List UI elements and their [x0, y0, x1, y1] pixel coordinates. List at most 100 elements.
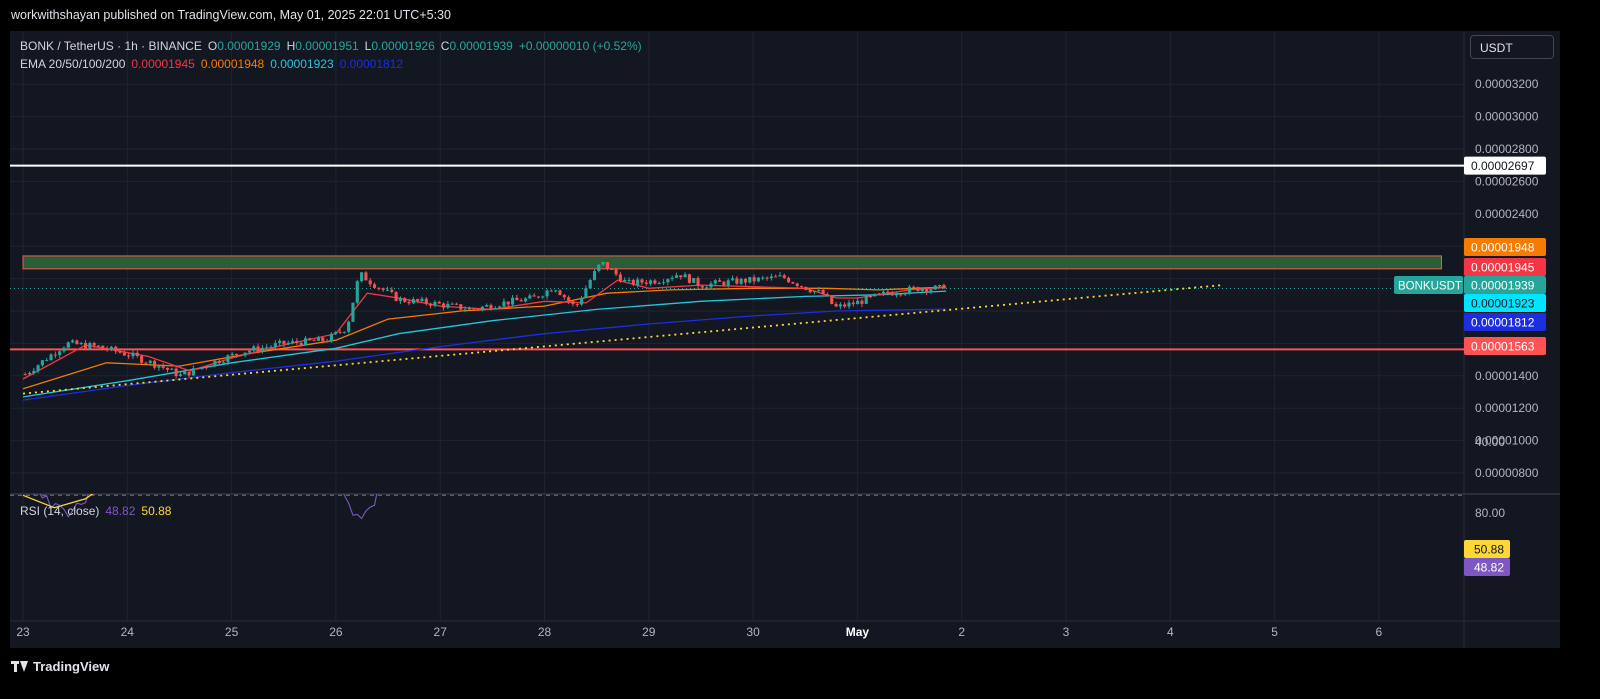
candle-body [476, 309, 480, 311]
candle-body [140, 355, 144, 363]
rsi-ma-value: 50.88 [141, 504, 172, 518]
candle-body [40, 360, 44, 366]
candle [118, 349, 122, 354]
time-tick-label: May [846, 625, 870, 639]
price-tag-label: 0.00002697 [1471, 159, 1535, 173]
candle-body [929, 289, 933, 292]
candle [890, 290, 894, 296]
candle [575, 303, 579, 307]
candle-body [424, 298, 428, 304]
candle-body [329, 333, 333, 342]
candle-body [109, 346, 113, 350]
candle-body [416, 299, 420, 301]
candle-body [726, 280, 730, 286]
candle-body [894, 294, 899, 296]
price-tick-label: 0.00001000 [1475, 434, 1539, 448]
candle [398, 296, 402, 305]
candle [403, 297, 407, 303]
candle-body [670, 277, 674, 280]
candle-body [864, 296, 868, 304]
candle-body [588, 279, 592, 289]
candle [32, 368, 36, 375]
legend-high: 0.00001951 [295, 39, 359, 53]
tradingview-logo[interactable]: TradingView [11, 659, 109, 674]
candle-body [334, 331, 338, 334]
candle-body [769, 276, 773, 279]
candle-body [912, 286, 916, 288]
candle-body [144, 362, 148, 364]
candle [722, 280, 726, 287]
legend-open: 0.00001929 [217, 39, 281, 53]
candle [273, 340, 277, 349]
candle [472, 307, 476, 311]
candle-body [881, 291, 886, 294]
candle [135, 350, 139, 358]
chart-frame[interactable] [10, 31, 1464, 648]
candle [864, 295, 868, 305]
candle-body [148, 360, 152, 363]
candle [567, 295, 571, 305]
candle-body [157, 366, 161, 368]
candle [523, 297, 528, 303]
candle-body [821, 290, 825, 295]
time-tick-label: 28 [538, 625, 552, 639]
candle [769, 273, 773, 281]
candle-body [472, 308, 476, 310]
candle [743, 277, 748, 286]
price-tag-bg [1464, 337, 1546, 355]
candle [489, 303, 493, 311]
candle-body [843, 304, 847, 307]
time-tick-label: 4 [1167, 625, 1174, 639]
candle-body [899, 294, 903, 296]
candle [739, 277, 743, 286]
candle-body [653, 280, 657, 284]
candle [765, 276, 769, 281]
candle [506, 301, 510, 308]
candle-body [234, 353, 239, 355]
candle-body [825, 294, 829, 296]
publish-info: workwithshayan published on TradingView.… [11, 8, 451, 22]
candle-body [49, 354, 53, 361]
candle-body [260, 347, 264, 352]
candle [804, 286, 808, 291]
candle-body [96, 345, 101, 347]
candle [821, 288, 825, 295]
candle [411, 296, 415, 305]
candle-body [916, 287, 920, 292]
candle [726, 278, 730, 288]
currency-button[interactable]: USDT [1470, 35, 1554, 59]
rsi-tag-label: 48.82 [1474, 561, 1504, 575]
candle [670, 275, 674, 282]
candle [778, 271, 782, 277]
candle [903, 292, 907, 297]
candle [614, 267, 618, 277]
candle-body [627, 279, 631, 281]
candle-body [174, 368, 178, 377]
candle-body [890, 293, 894, 296]
candle [390, 287, 394, 294]
candle [618, 271, 622, 283]
candle [316, 335, 321, 342]
candle-body [83, 342, 88, 349]
candle-body [782, 275, 786, 278]
candle-body [58, 351, 62, 356]
candle-body [122, 352, 126, 356]
candle-body [592, 270, 597, 280]
candle-body [696, 278, 700, 287]
candle-body [567, 297, 571, 302]
candle [886, 289, 890, 296]
ema-legend-label[interactable]: EMA 20/50/100/200 [20, 57, 126, 71]
legend-symbol[interactable]: BONK / TetherUS · 1h · BINANCE [20, 39, 202, 53]
candle-body [273, 343, 277, 347]
candle-body [812, 290, 817, 293]
candle [791, 281, 795, 284]
candle [601, 261, 605, 266]
candle [485, 303, 489, 307]
candle [860, 298, 864, 308]
candle [83, 339, 88, 350]
candle [592, 268, 597, 281]
candle [407, 298, 411, 306]
ema-legend: EMA 20/50/100/200 0.00001945 0.00001948 0.0… [20, 57, 409, 71]
rsi-legend-label[interactable]: RSI (14, close) [20, 504, 100, 518]
